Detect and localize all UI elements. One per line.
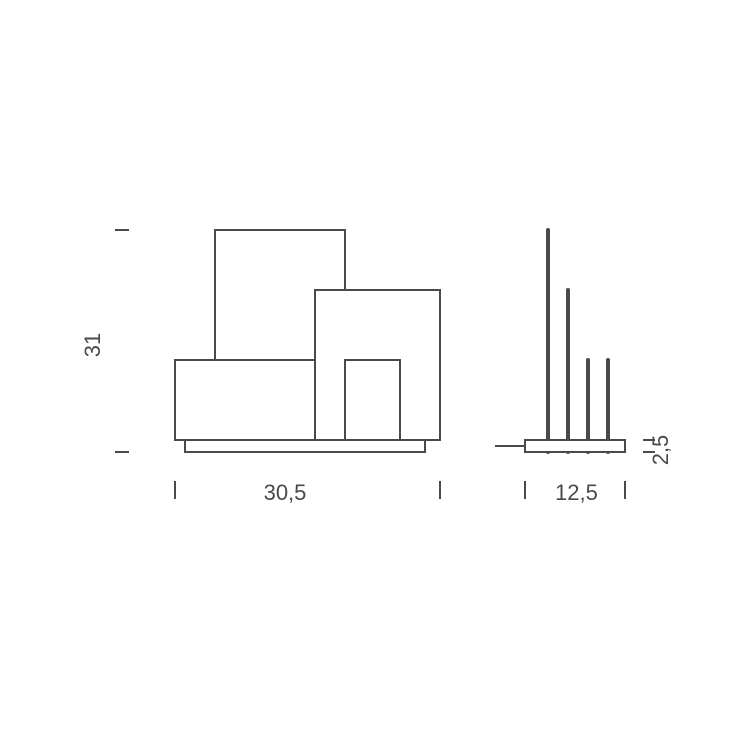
side-base xyxy=(525,440,625,452)
dim-label-width1: 30,5 xyxy=(264,480,307,505)
technical-drawing: 31 30,5 2,5 12,5 xyxy=(0,0,750,750)
dim-label-base-height: 2,5 xyxy=(648,435,673,466)
front-view: 31 30,5 xyxy=(80,230,440,505)
front-base xyxy=(185,440,425,452)
panel-rect-0 xyxy=(175,360,315,440)
panel-rect-3 xyxy=(345,360,400,440)
dim-label-width2: 12,5 xyxy=(555,480,598,505)
side-view: 2,5 12,5 xyxy=(495,230,673,505)
dim-label-height: 31 xyxy=(80,333,105,357)
